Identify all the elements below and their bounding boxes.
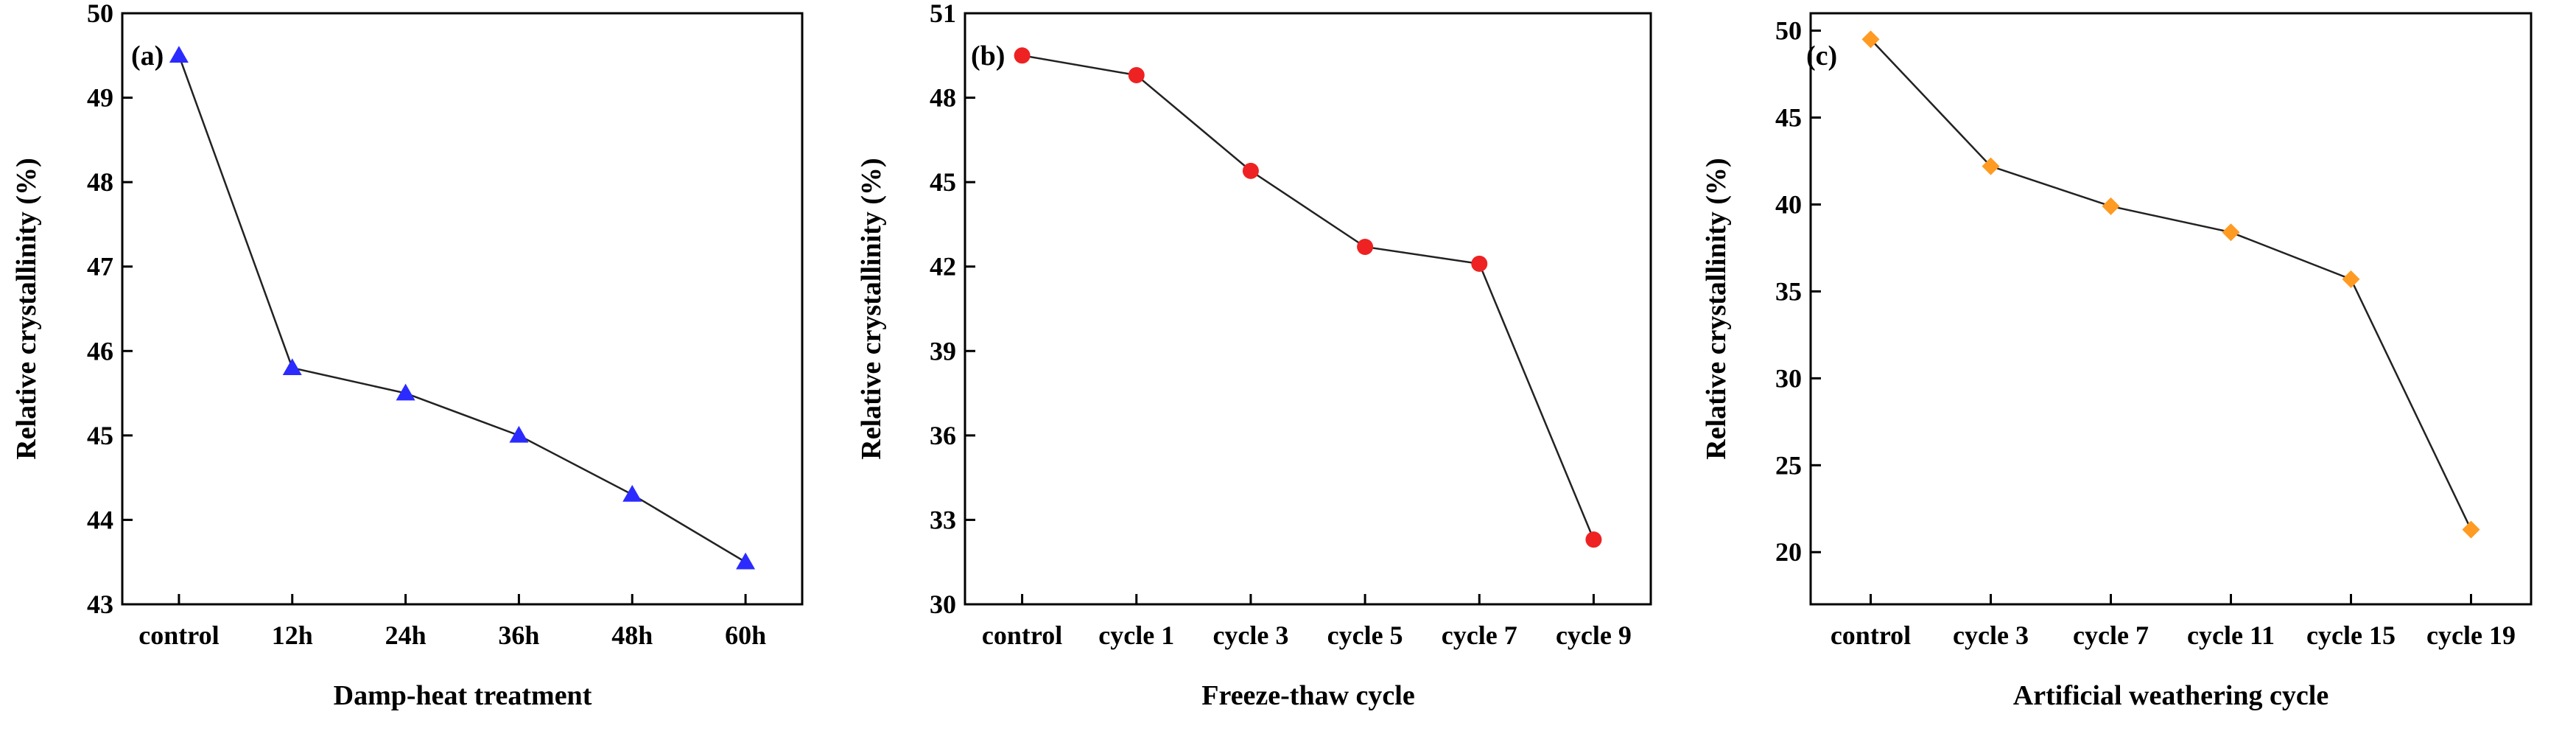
x-axis-title: Freeze-thaw cycle <box>1201 680 1414 711</box>
x-axis-title: Damp-heat treatment <box>334 680 592 711</box>
data-point <box>2222 223 2240 242</box>
chart-panel-c: 20 25 30 35 40 45 50 control cycle 3 cycle 7 cycle… <box>1701 12 2533 711</box>
panel-label: (a) <box>131 41 164 71</box>
data-point <box>2102 197 2120 215</box>
x-tick-label: cycle 3 <box>1953 621 2029 650</box>
data-point <box>2462 520 2480 539</box>
x-tick-label: cycle 19 <box>2426 621 2516 650</box>
data-point <box>169 46 189 63</box>
y-tick-label: 45 <box>930 167 956 197</box>
y-tick-label: 25 <box>1775 450 1802 480</box>
data-point <box>282 358 302 375</box>
plot-frame <box>1809 12 2533 606</box>
x-tick-label: 24h <box>385 621 427 650</box>
data-point <box>1128 67 1145 84</box>
x-tick-label: cycle 9 <box>1556 621 1632 650</box>
x-tick-label: cycle 7 <box>1442 621 1517 650</box>
y-tick-label: 33 <box>930 505 956 534</box>
y-tick-label: 20 <box>1775 537 1802 567</box>
y-tick-label: 35 <box>1775 276 1802 306</box>
plot-frame <box>121 12 804 606</box>
data-point <box>736 552 756 570</box>
y-tick-label: 45 <box>1775 103 1802 133</box>
data-point <box>1585 531 1602 548</box>
y-tick-label: 48 <box>87 167 113 197</box>
y-axis-title: Relative crystallinity (%) <box>856 158 887 459</box>
x-tick-label: 48h <box>611 621 653 650</box>
y-tick-label: 39 <box>930 336 956 366</box>
series-line <box>1022 55 1595 540</box>
chart-panel-a: 43 44 45 46 47 48 49 50 control 12h 24h 36h 48h 60h Da… <box>11 0 804 711</box>
series-line <box>1870 38 2472 531</box>
x-tick-label: 36h <box>498 621 539 650</box>
panel-label: (b) <box>971 41 1005 71</box>
x-tick-label: control <box>1831 621 1911 650</box>
data-point <box>622 485 642 502</box>
x-tick-label: cycle 11 <box>2187 621 2275 650</box>
x-tick-label: cycle 1 <box>1098 621 1174 650</box>
y-tick-label: 43 <box>87 590 113 619</box>
y-tick-label: 47 <box>87 252 113 282</box>
series-line <box>178 55 746 563</box>
data-point <box>1861 30 1880 49</box>
y-tick-label: 50 <box>1775 16 1802 46</box>
y-tick-label: 49 <box>87 83 113 113</box>
y-tick-label: 46 <box>87 336 113 366</box>
data-point <box>1357 238 1374 255</box>
x-tick-label: cycle 3 <box>1212 621 1288 650</box>
data-point <box>1014 47 1031 64</box>
y-axis-title: Relative crystallinity (%) <box>1701 158 1732 459</box>
panel-label: (c) <box>1806 41 1837 71</box>
plot-frame <box>964 12 1652 606</box>
data-point <box>1471 255 1488 272</box>
x-tick-label: 12h <box>272 621 313 650</box>
y-tick-label: 50 <box>87 0 113 28</box>
data-point <box>396 383 415 401</box>
chart-panel-b: 30 33 36 39 42 45 48 51 control cycle 1 cycle 3 cyc… <box>856 0 1652 711</box>
x-tick-label: cycle 7 <box>2073 621 2149 650</box>
x-axis-title: Artificial weathering cycle <box>2013 680 2328 711</box>
y-tick-label: 30 <box>930 590 956 619</box>
data-point <box>1242 162 1259 179</box>
x-tick-label: control <box>138 621 219 650</box>
data-point <box>1982 157 2000 175</box>
x-tick-label: cycle 15 <box>2306 621 2396 650</box>
y-axis-title: Relative crystallinity (%) <box>11 158 42 459</box>
y-tick-label: 51 <box>930 0 956 28</box>
y-tick-label: 40 <box>1775 189 1802 219</box>
x-tick-label: cycle 5 <box>1327 621 1403 650</box>
y-tick-label: 48 <box>930 83 956 113</box>
y-tick-label: 36 <box>930 421 956 450</box>
x-tick-label: 60h <box>725 621 766 650</box>
data-point <box>2342 270 2360 288</box>
y-tick-label: 45 <box>87 421 113 450</box>
y-tick-label: 44 <box>87 505 113 534</box>
data-point <box>509 425 529 443</box>
y-tick-label: 30 <box>1775 363 1802 393</box>
x-tick-label: control <box>982 621 1062 650</box>
y-tick-label: 42 <box>930 252 956 282</box>
